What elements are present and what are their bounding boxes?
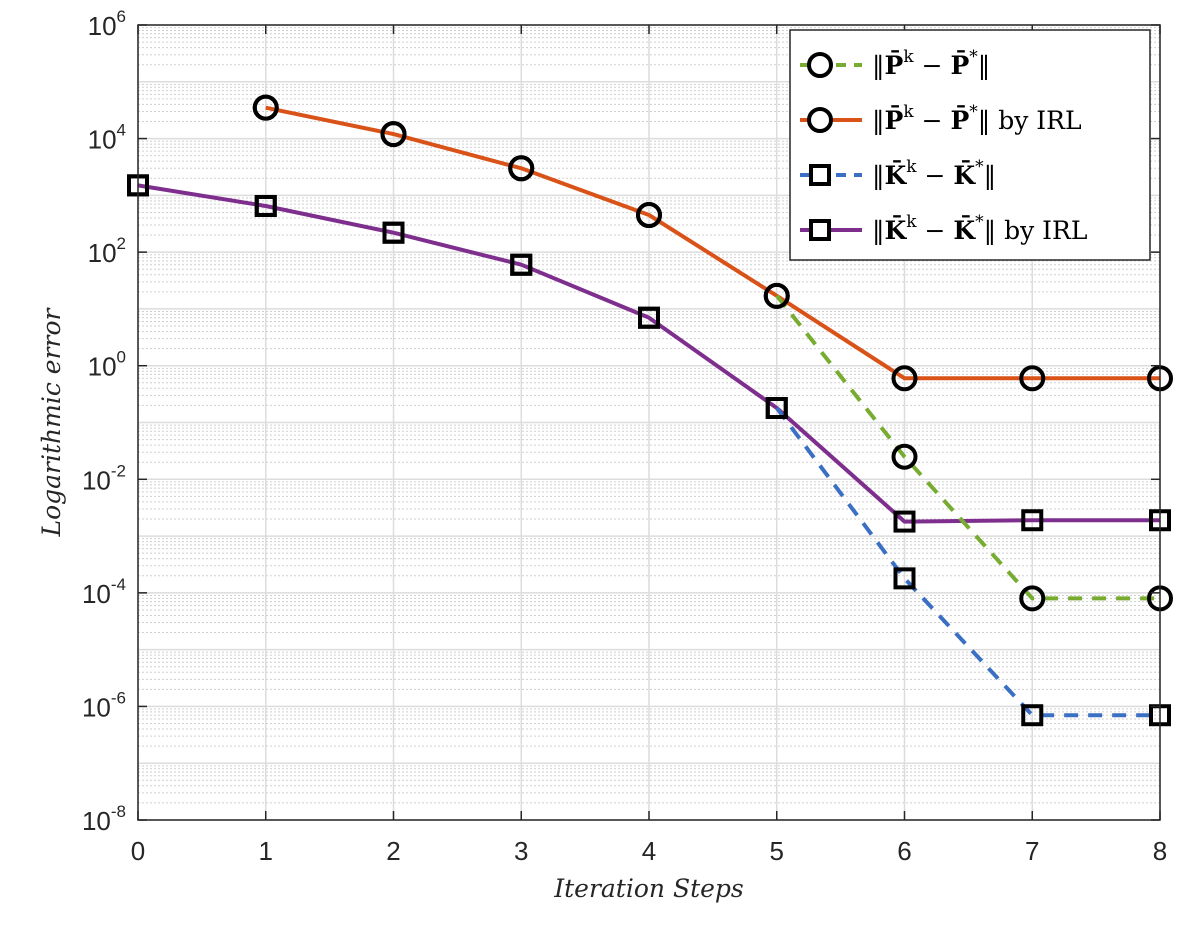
y-tick-label: 100 [88,348,126,382]
legend-label: ‖P̄k − P̄*‖ by IRL [872,102,1082,136]
x-tick-label: 2 [386,836,400,866]
data-point-circle [891,365,918,392]
x-axis-title: Iteration Steps [553,874,744,903]
data-point-circle [508,155,535,182]
data-point-circle [380,121,407,148]
x-tick-labels: 0 1 2 3 4 5 6 7 8 [131,836,1167,866]
x-tick-label: 4 [642,836,656,866]
data-point-square [638,306,660,329]
series-layer [127,94,1173,727]
x-tick-label: 0 [131,836,145,866]
y-tick-label: 10-8 [82,802,126,836]
markers [127,94,1173,727]
data-point-circle [891,443,918,470]
y-tick-label: 102 [88,234,126,268]
legend-label: ‖K̄k − K̄*‖ [872,157,996,191]
x-tick-label: 3 [514,836,528,866]
series-line-2 [775,406,1160,718]
major-grid [137,24,1161,821]
series-line-0 [775,294,1160,601]
x-tick-label: 8 [1153,836,1167,866]
legend-marker-square [809,164,831,186]
series-line-1 [265,105,1160,381]
data-point-circle [1019,585,1046,612]
data-point-circle [763,282,790,309]
y-tick-label: 10-2 [82,461,126,495]
y-tick-label: 104 [88,121,126,155]
x-tick-label: 6 [897,836,911,866]
data-point-square [510,253,533,276]
legend-marker-square [809,219,831,241]
data-point-square [765,397,788,420]
legend-marker-circle [807,107,833,133]
data-point-circle [1019,365,1046,392]
y-tick-label: 106 [88,7,126,41]
legend-label: ‖P̄k − P̄*‖ [872,47,990,81]
x-tick-label: 5 [770,836,784,866]
legend-marker-circle [807,52,833,78]
data-point-square [382,221,405,244]
data-point-square [1021,509,1044,532]
y-tick-label: 10-4 [82,575,126,609]
data-point-square [254,194,277,217]
axis-ticks [137,24,1161,821]
data-point-square [893,510,916,533]
legend-box [789,29,1151,261]
legend: ‖P̄k − P̄*‖ ‖P̄k − P̄*‖ by IRL ‖K̄k − K̄*‖… [789,29,1151,261]
data-point-square [1021,704,1044,727]
data-point-circle [636,202,662,229]
y-tick-labels: 10-8 10-6 10-4 10-2 100 102 104 106 [82,7,126,836]
x-tick-label: 1 [259,836,273,866]
x-tick-label: 7 [1025,836,1039,866]
legend-label: ‖K̄k − K̄*‖ by IRL [872,212,1087,246]
y-tick-label: 10-6 [82,688,126,722]
y-axis-title: Logarithmic error [37,306,66,537]
data-point-square [893,567,916,590]
series-line-3 [137,183,1160,524]
data-point-circle [252,94,279,121]
